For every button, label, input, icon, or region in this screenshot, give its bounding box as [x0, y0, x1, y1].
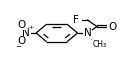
Text: O: O — [17, 36, 26, 46]
Text: +: + — [28, 25, 33, 30]
Text: CH₃: CH₃ — [92, 40, 106, 49]
Text: O: O — [108, 22, 116, 32]
Text: −: − — [16, 44, 21, 50]
Text: N: N — [84, 28, 91, 38]
Text: F: F — [73, 15, 78, 25]
Text: N: N — [22, 28, 30, 38]
Text: O: O — [17, 20, 26, 30]
